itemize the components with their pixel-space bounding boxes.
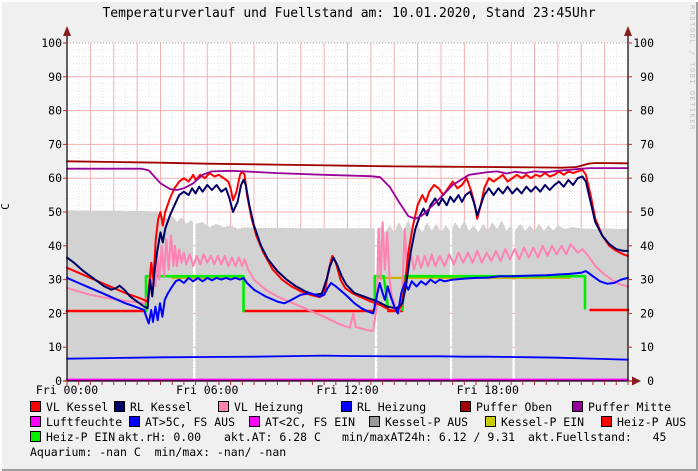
svg-text:30: 30 (640, 273, 654, 287)
svg-text:60: 60 (48, 171, 62, 185)
svg-text:100: 100 (633, 36, 654, 50)
watermark: RRDTOOL / TOBI OETIKER (688, 5, 696, 131)
svg-text:Fri 06:00: Fri 06:00 (176, 383, 238, 397)
svg-text:10: 10 (640, 340, 654, 354)
svg-text:0: 0 (647, 374, 654, 388)
svg-text:90: 90 (640, 70, 654, 84)
svg-text:Fri 00:00: Fri 00:00 (36, 383, 98, 397)
svg-text:50: 50 (48, 205, 62, 219)
series-puffer-mitte (66, 167, 629, 220)
svg-text:30: 30 (48, 273, 62, 287)
series-vl-heizung (66, 221, 629, 332)
svg-text:60: 60 (640, 171, 654, 185)
svg-text:0: 0 (55, 374, 62, 388)
svg-text:40: 40 (640, 239, 654, 253)
axes (63, 26, 641, 386)
series-rl-heizung (66, 270, 629, 325)
svg-text:80: 80 (48, 104, 62, 118)
svg-text:70: 70 (640, 137, 654, 151)
svg-text:Fri 12:00: Fri 12:00 (316, 383, 378, 397)
svg-text:Fri 18:00: Fri 18:00 (457, 383, 519, 397)
svg-text:40: 40 (48, 239, 62, 253)
svg-text:50: 50 (640, 205, 654, 219)
svg-text:70: 70 (48, 137, 62, 151)
series-vl-kessel (66, 168, 629, 312)
svg-text:80: 80 (640, 104, 654, 118)
series-puffer-oben (66, 160, 629, 169)
y-axis-labels-left: 0 10 20 30 40 50 60 70 80 90 100 (41, 36, 62, 388)
series-at-gt5 (66, 354, 629, 361)
x-axis-labels: Fri 00:00 Fri 06:00 Fri 12:00 Fri 18:00 (36, 383, 519, 397)
series-rl-kessel (66, 175, 629, 310)
svg-text:20: 20 (640, 306, 654, 320)
graph-title: Temperaturverlauf und Fuellstand am: 10.… (102, 6, 596, 21)
svg-text:10: 10 (48, 340, 62, 354)
y-axis-labels-right: 0 10 20 30 40 50 60 70 80 90 100 (633, 36, 654, 388)
svg-text:20: 20 (48, 306, 62, 320)
svg-text:100: 100 (41, 36, 62, 50)
svg-text:90: 90 (48, 70, 62, 84)
